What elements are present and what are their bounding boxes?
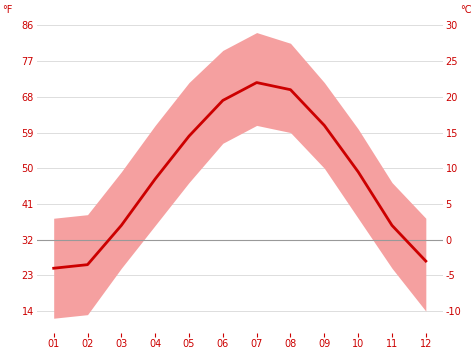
Text: °C: °C: [460, 5, 471, 15]
Text: °F: °F: [2, 5, 13, 15]
